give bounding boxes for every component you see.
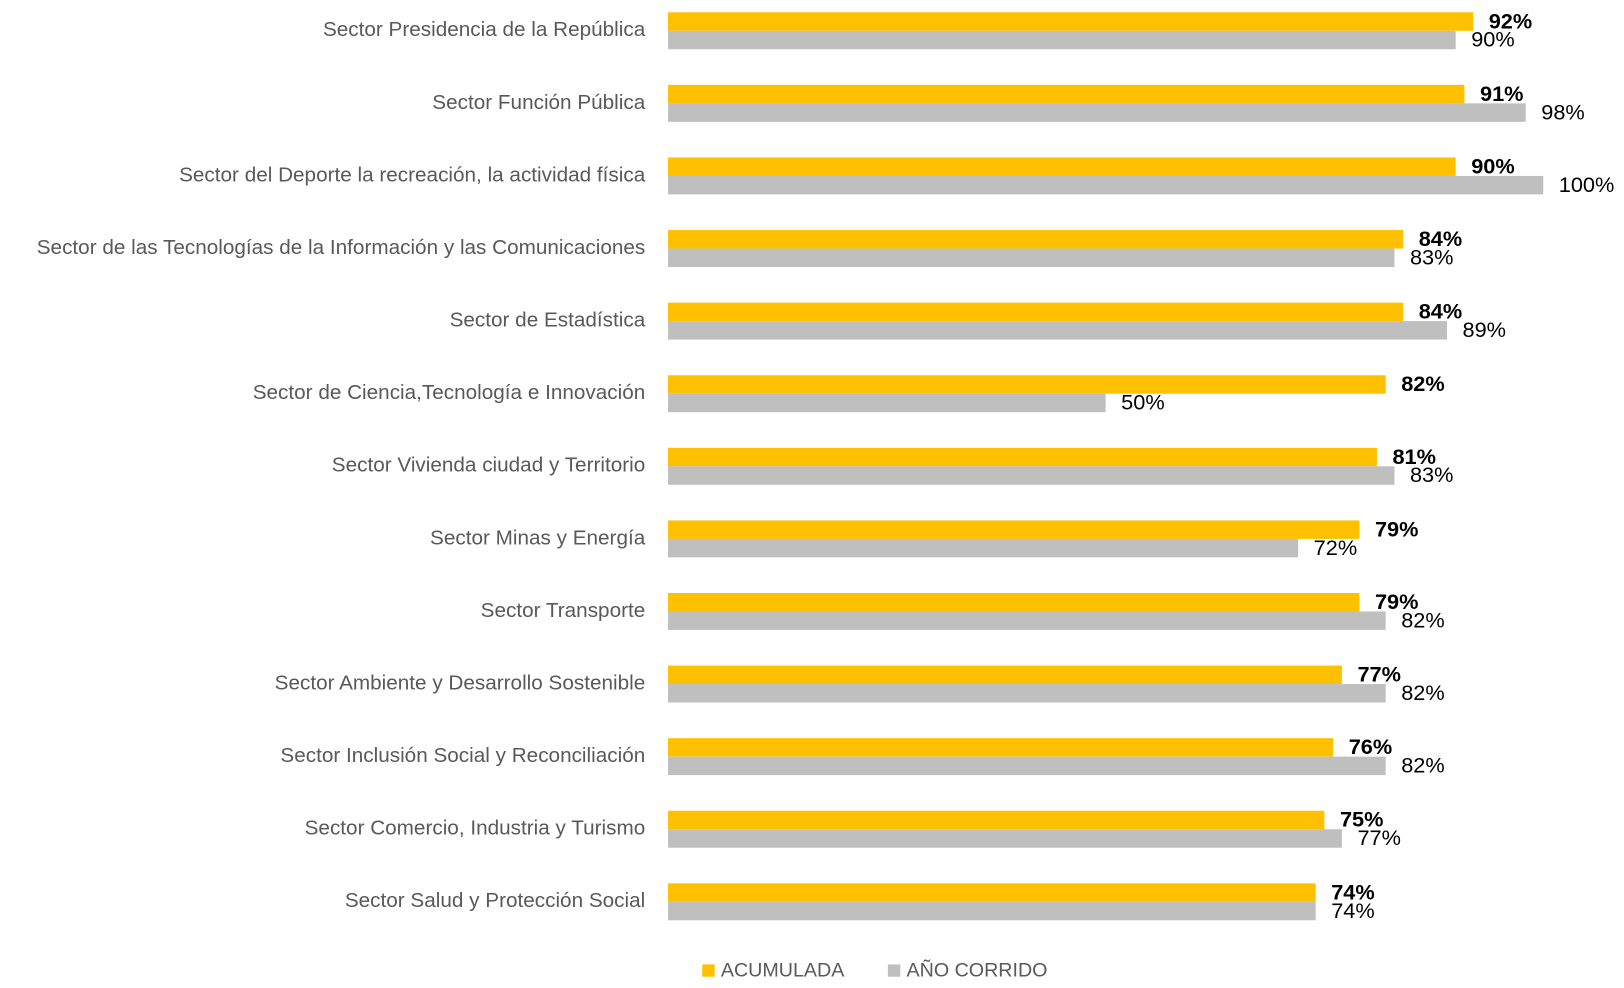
bar — [668, 103, 1526, 122]
bar — [668, 684, 1386, 703]
bar — [668, 810, 1325, 830]
value-label: 82% — [1401, 371, 1445, 396]
category-label: Sector Ambiente y Desarrollo Sostenible — [275, 672, 646, 695]
bar — [668, 157, 1456, 176]
legend-swatch — [887, 964, 901, 977]
bar — [668, 901, 1316, 921]
category-label: Sector del Deporte la recreación, la act… — [179, 163, 646, 186]
legend-swatch — [702, 964, 715, 977]
category-label: Sector Función Pública — [432, 91, 645, 114]
bar — [668, 593, 1360, 612]
bar — [668, 738, 1334, 757]
bar — [668, 321, 1447, 340]
value-label: 84% — [1419, 226, 1463, 251]
bar — [668, 12, 1474, 31]
category-label: Sector Comercio, Industria y Turismo — [305, 817, 646, 840]
value-label: 79% — [1375, 589, 1419, 614]
category-label: Sector de Estadística — [450, 309, 646, 332]
value-label: 90% — [1471, 27, 1515, 52]
value-label: 98% — [1541, 99, 1585, 124]
category-label: Sector de las Tecnologías de la Informac… — [37, 236, 645, 259]
value-label: 83% — [1410, 245, 1454, 270]
value-label: 82% — [1401, 608, 1445, 633]
value-label: 82% — [1401, 680, 1445, 705]
category-label: Sector Minas y Energía — [430, 526, 646, 549]
category-label: Sector Presidencia de la República — [323, 18, 646, 41]
bar — [668, 466, 1395, 485]
category-label: Sector de Ciencia,Tecnología e Innovació… — [253, 381, 646, 404]
value-label: 77% — [1357, 825, 1401, 850]
bar — [668, 829, 1342, 848]
bar — [668, 883, 1316, 902]
bar — [668, 375, 1386, 394]
bar — [668, 538, 1299, 558]
bar — [668, 84, 1465, 104]
bar — [668, 665, 1342, 685]
bar — [668, 756, 1386, 776]
bar — [668, 175, 1544, 195]
value-label: 90% — [1471, 154, 1515, 179]
bar — [668, 447, 1377, 467]
legend-label: ACUMULADA — [721, 960, 845, 982]
category-label: Sector Transporte — [481, 599, 646, 622]
bar — [668, 302, 1404, 322]
value-label: 74% — [1331, 898, 1375, 923]
value-label: 74% — [1331, 879, 1375, 904]
category-label: Sector Vivienda ciudad y Territorio — [332, 454, 645, 477]
value-label: 76% — [1349, 734, 1393, 759]
value-label: 92% — [1489, 8, 1533, 33]
value-label: 77% — [1357, 662, 1401, 687]
value-label: 83% — [1410, 462, 1454, 487]
value-label: 50% — [1121, 390, 1165, 415]
bar — [668, 30, 1456, 50]
category-label: Sector Inclusión Social y Reconciliación — [280, 744, 645, 767]
category-label: Sector Salud y Protección Social — [345, 889, 645, 912]
value-label: 79% — [1375, 516, 1419, 541]
value-label: 75% — [1340, 807, 1384, 832]
bar — [668, 230, 1404, 249]
value-label: 82% — [1401, 753, 1445, 778]
bar — [668, 611, 1386, 630]
value-label: 72% — [1314, 535, 1358, 560]
value-label: 91% — [1480, 81, 1524, 106]
legend-label: AÑO CORRIDO — [907, 958, 1048, 982]
value-label: 84% — [1419, 299, 1463, 324]
bar — [668, 248, 1395, 268]
value-label: 89% — [1462, 317, 1506, 342]
bar — [668, 393, 1106, 413]
value-label: 81% — [1392, 444, 1436, 469]
value-label: 100% — [1559, 172, 1615, 197]
bar — [668, 520, 1360, 539]
